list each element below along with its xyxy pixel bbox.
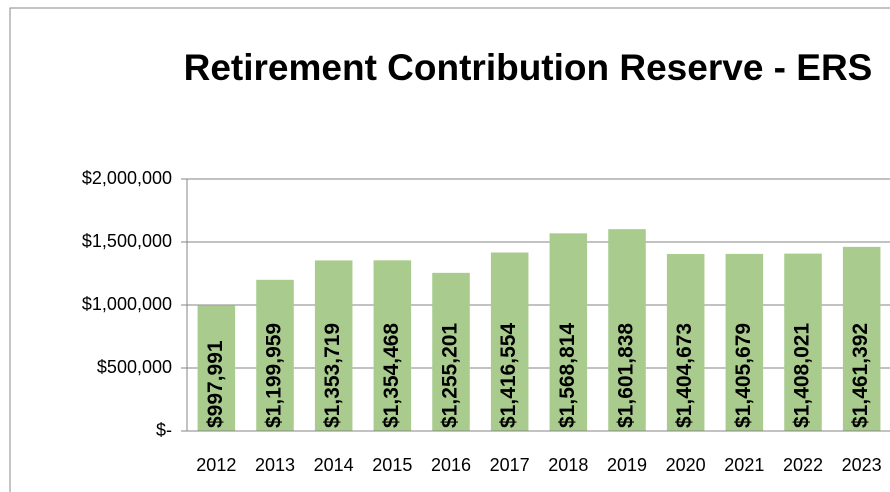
bar (256, 279, 294, 431)
x-tick-label: 2014 (314, 455, 354, 475)
x-tick-label: 2022 (783, 455, 823, 475)
x-tick-label: 2021 (724, 455, 764, 475)
bar (608, 229, 646, 431)
y-tick-label: $- (156, 420, 172, 440)
value-label: $1,405,679 (732, 323, 755, 428)
bar (197, 305, 236, 431)
value-label: $1,199,959 (263, 323, 286, 428)
bar (842, 246, 881, 431)
x-tick-label: 2017 (490, 455, 530, 475)
y-tick-label: $1,000,000 (82, 294, 172, 314)
bar (490, 252, 529, 431)
x-tick-label: 2016 (431, 455, 471, 475)
x-tick-label: 2018 (548, 455, 588, 475)
y-tick-label: $1,500,000 (82, 231, 172, 251)
value-label: $1,353,719 (321, 323, 344, 428)
bar (314, 260, 353, 431)
value-label: $1,255,201 (439, 323, 462, 428)
y-tick-label: $500,000 (97, 357, 172, 377)
bar (666, 254, 705, 431)
x-tick-label: 2015 (372, 455, 412, 475)
chart-title: Retirement Contribution Reserve - ERS (183, 47, 873, 88)
value-label: $1,408,021 (791, 323, 814, 428)
value-label: $1,354,468 (380, 323, 403, 428)
bar (549, 233, 588, 431)
bar (432, 272, 470, 431)
value-label: $1,404,673 (673, 323, 696, 428)
bar (784, 253, 822, 431)
x-tick-label: 2020 (666, 455, 706, 475)
bar (373, 260, 412, 431)
x-tick-label: 2019 (607, 455, 647, 475)
x-tick-label: 2023 (842, 455, 882, 475)
x-tick-label: 2013 (255, 455, 295, 475)
bar (725, 253, 764, 431)
chart-border (9, 7, 890, 492)
x-tick-label: 2012 (196, 455, 236, 475)
value-label: $1,601,838 (615, 323, 638, 428)
value-label: $1,568,814 (556, 323, 579, 428)
value-label: $1,416,554 (497, 323, 520, 428)
y-tick-label: $2,000,000 (82, 168, 172, 188)
value-label: $997,991 (204, 340, 227, 428)
value-label: $1,461,392 (849, 323, 872, 428)
